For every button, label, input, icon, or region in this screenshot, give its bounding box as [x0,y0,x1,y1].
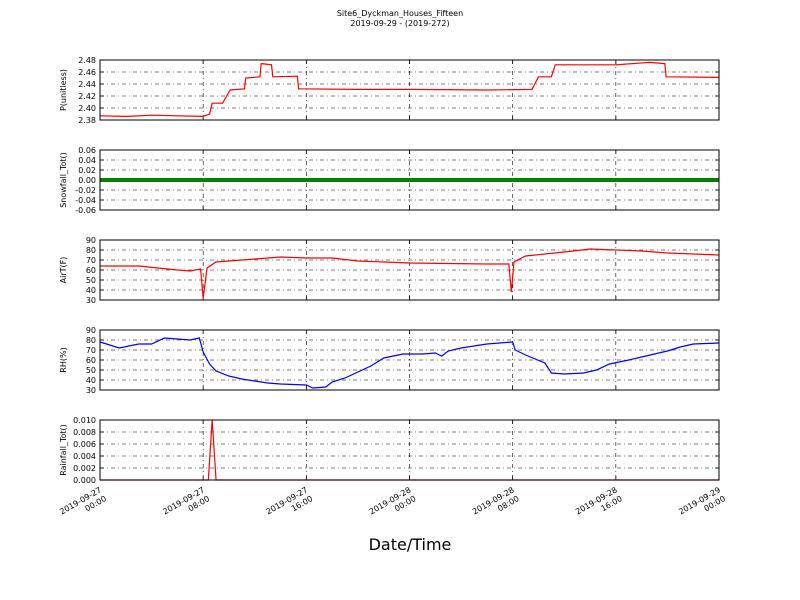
y-axis-label: Rainfall_Tot() [59,424,68,476]
y-tick-label: 40 [86,376,96,385]
chart-subtitle: 2019-09-29 - (2019-272) [350,19,449,28]
x-tick-label: 2019-09-2808:00 [471,485,521,525]
y-tick-label: 90 [86,326,96,335]
x-axis-label: Date/Time [369,535,452,554]
y-tick-label: 70 [86,256,96,265]
y-tick-label: -0.02 [75,186,96,195]
chart-title: Site6_Dyckman_Houses_Fifteen [337,9,463,18]
plot-frame [99,419,720,481]
y-axis-label: RH(%) [59,347,68,372]
y-tick-label: 0.00 [78,176,96,185]
data-line [100,248,720,299]
plot-frame [99,149,720,211]
y-tick-label: 0.002 [73,464,96,473]
y-tick-label: 0.06 [78,146,96,155]
y-tick-label: 0.02 [78,166,96,175]
y-tick-label: 30 [86,296,96,305]
y-tick-label: 2.38 [78,116,96,125]
plot-frame [99,59,720,121]
y-tick-label: 2.40 [78,104,96,113]
y-tick-label: 2.48 [78,56,96,65]
y-tick-label: 50 [86,276,96,285]
plot-frame [99,329,720,391]
y-tick-label: 40 [86,286,96,295]
y-axis-label: Snowfall_Tot() [59,152,68,208]
x-tick-label: 2019-09-2816:00 [574,485,624,525]
plot-frame [99,239,720,301]
x-tick-label: 2019-09-2700:00 [58,485,108,525]
y-tick-label: 90 [86,236,96,245]
y-axis-label: AirT(F) [59,257,68,284]
y-tick-label: 60 [86,356,96,365]
y-tick-label: 30 [86,386,96,395]
y-axis-label: P(unitless) [59,69,68,111]
x-tick-label: 2019-09-2708:00 [161,485,211,525]
y-tick-label: 50 [86,366,96,375]
y-tick-label: 2.44 [78,80,96,89]
y-tick-label: 0.000 [73,476,96,485]
y-tick-label: -0.04 [75,196,96,205]
data-line [99,337,720,389]
y-tick-label: 0.04 [78,156,96,165]
x-tick-label: 2019-09-2716:00 [265,485,315,525]
y-tick-label: 0.006 [73,440,96,449]
y-tick-label: 80 [86,246,96,255]
y-tick-label: 2.42 [78,92,96,101]
y-tick-label: 2.46 [78,68,96,77]
y-tick-label: 0.008 [73,428,96,437]
x-tick-label: 2019-09-2800:00 [368,485,418,525]
x-tick-label: 2019-09-2900:00 [677,485,727,525]
data-line [99,61,720,118]
y-tick-label: 0.004 [73,452,96,461]
y-tick-label: 60 [86,266,96,275]
y-tick-label: -0.06 [75,206,96,215]
y-tick-label: 80 [86,336,96,345]
y-tick-label: 70 [86,346,96,355]
y-tick-label: 0.010 [73,416,96,425]
